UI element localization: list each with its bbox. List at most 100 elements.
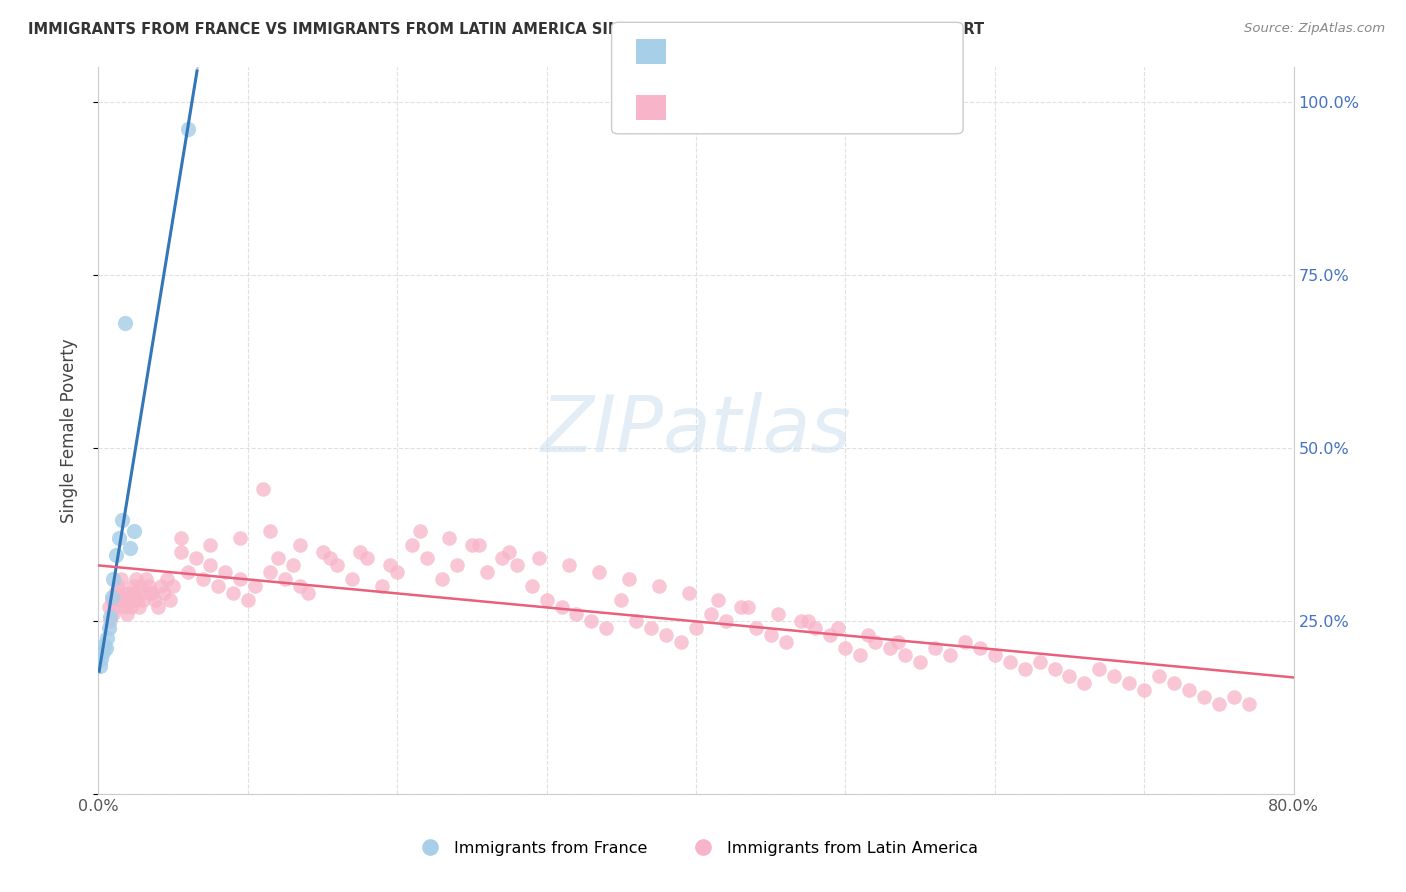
Point bbox=[1104, 669, 1126, 683]
Point bbox=[1073, 676, 1095, 690]
Point bbox=[498, 544, 520, 558]
Point bbox=[1028, 656, 1050, 670]
Point bbox=[1059, 669, 1081, 683]
Point bbox=[595, 621, 617, 635]
Point bbox=[1223, 690, 1246, 704]
Point bbox=[156, 572, 179, 586]
Point bbox=[118, 541, 141, 555]
Point bbox=[124, 524, 146, 538]
Point bbox=[127, 593, 149, 607]
Point bbox=[1208, 697, 1230, 711]
Point bbox=[984, 648, 1007, 663]
Point bbox=[125, 572, 148, 586]
Point bbox=[98, 614, 122, 628]
Point bbox=[737, 599, 759, 614]
Point bbox=[707, 593, 730, 607]
Point bbox=[655, 627, 678, 641]
Point bbox=[153, 586, 176, 600]
Text: ZIPatlas: ZIPatlas bbox=[540, 392, 852, 468]
Point bbox=[520, 579, 543, 593]
Point bbox=[804, 621, 827, 635]
Y-axis label: Single Female Poverty: Single Female Poverty bbox=[59, 338, 77, 523]
Point bbox=[169, 531, 191, 545]
Point bbox=[89, 658, 111, 673]
Text: R =: R = bbox=[681, 99, 717, 117]
Point bbox=[1178, 683, 1201, 698]
Point bbox=[1237, 697, 1260, 711]
Point bbox=[766, 607, 789, 621]
Point bbox=[252, 482, 274, 496]
Point bbox=[550, 599, 572, 614]
Text: N =: N = bbox=[793, 99, 841, 117]
Point bbox=[259, 524, 281, 538]
Point bbox=[103, 607, 125, 621]
Point bbox=[288, 538, 311, 552]
Point bbox=[342, 572, 364, 586]
Point bbox=[969, 641, 991, 656]
Point bbox=[117, 586, 139, 600]
Text: IMMIGRANTS FROM FRANCE VS IMMIGRANTS FROM LATIN AMERICA SINGLE FEMALE POVERTY CO: IMMIGRANTS FROM FRANCE VS IMMIGRANTS FRO… bbox=[28, 22, 984, 37]
Point bbox=[730, 599, 752, 614]
Text: Source: ZipAtlas.com: Source: ZipAtlas.com bbox=[1244, 22, 1385, 36]
Point bbox=[148, 599, 170, 614]
Point bbox=[200, 538, 222, 552]
Point bbox=[581, 614, 603, 628]
Point bbox=[229, 531, 252, 545]
Point bbox=[536, 593, 558, 607]
Point bbox=[834, 641, 856, 656]
Point bbox=[886, 634, 908, 648]
Point bbox=[111, 513, 134, 527]
Point bbox=[105, 599, 128, 614]
Point bbox=[1014, 662, 1036, 676]
Point bbox=[101, 593, 124, 607]
Point bbox=[527, 551, 550, 566]
Point bbox=[856, 627, 879, 641]
Point bbox=[162, 579, 184, 593]
Point bbox=[714, 614, 737, 628]
Point bbox=[177, 122, 200, 136]
Point bbox=[439, 531, 461, 545]
Point bbox=[468, 538, 491, 552]
Point bbox=[138, 579, 160, 593]
Point bbox=[135, 572, 157, 586]
Point bbox=[461, 538, 484, 552]
Point bbox=[105, 548, 128, 562]
Point bbox=[700, 607, 723, 621]
Point bbox=[107, 579, 129, 593]
Point bbox=[98, 610, 122, 624]
Point bbox=[91, 645, 114, 659]
Point bbox=[491, 551, 513, 566]
Point bbox=[349, 544, 371, 558]
Point bbox=[401, 538, 423, 552]
Point bbox=[326, 558, 349, 573]
Point bbox=[908, 656, 931, 670]
Point bbox=[222, 586, 245, 600]
Point bbox=[150, 579, 173, 593]
Text: -0.074: -0.074 bbox=[720, 99, 779, 117]
Point bbox=[128, 599, 150, 614]
Point bbox=[356, 551, 378, 566]
Point bbox=[385, 566, 409, 580]
Point bbox=[953, 634, 976, 648]
Point bbox=[267, 551, 290, 566]
Point bbox=[259, 566, 281, 580]
Text: 141: 141 bbox=[838, 99, 873, 117]
Point bbox=[446, 558, 468, 573]
Point bbox=[281, 558, 304, 573]
Point bbox=[159, 593, 181, 607]
Point bbox=[879, 641, 901, 656]
Point bbox=[120, 599, 142, 614]
Point bbox=[1118, 676, 1140, 690]
Point bbox=[588, 566, 610, 580]
Point bbox=[319, 551, 342, 566]
Point bbox=[108, 531, 131, 545]
Point bbox=[797, 614, 820, 628]
Point bbox=[114, 599, 136, 614]
Point bbox=[416, 551, 439, 566]
Point bbox=[371, 579, 394, 593]
Point bbox=[789, 614, 811, 628]
Point bbox=[245, 579, 267, 593]
Point bbox=[617, 572, 640, 586]
Point bbox=[1147, 669, 1170, 683]
Point bbox=[430, 572, 453, 586]
